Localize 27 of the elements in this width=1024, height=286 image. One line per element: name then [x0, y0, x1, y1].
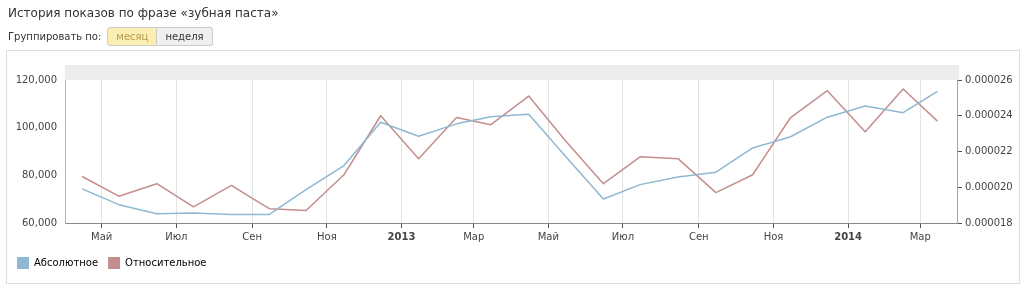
text: Группировать по: [8, 31, 102, 42]
x-tick-label: Мар [463, 230, 485, 242]
x-tick-label: Ноя [763, 230, 784, 242]
x-tick-label: 2013 [387, 230, 416, 242]
y2-tick-label: 0.000018 [965, 216, 1013, 228]
legend-label: Относительное [125, 256, 207, 268]
x-tick-label: Май [91, 230, 113, 242]
legend-label: Абсолютное [34, 256, 99, 268]
y2-tick-label: 0.000026 [965, 73, 1013, 85]
x-tick-label: 2014 [834, 230, 863, 242]
chart-title: История показов по фразе «зубная паста» [8, 6, 279, 20]
y2-tick-label: 0.000020 [965, 180, 1013, 192]
x-tick-label: Мар [909, 230, 931, 242]
x-tick-label: Ноя [317, 230, 337, 242]
y2-tick-label: 0.000022 [965, 145, 1013, 157]
x-tick-label: Июл [611, 230, 635, 242]
y2-tick-label: 0.000024 [965, 109, 1013, 121]
text: неделя [157, 27, 213, 46]
x-tick-label: Июл [165, 230, 188, 242]
x-tick-label: Сен [688, 230, 709, 242]
y-tick-label: 120,000 [15, 73, 57, 85]
y-tick-label: 80,000 [22, 168, 57, 180]
x-tick-label: Сен [242, 230, 263, 242]
text: месяц [107, 27, 158, 46]
y-tick-label: 100,000 [15, 121, 57, 133]
y-tick-label: 60,000 [22, 216, 57, 228]
x-tick-label: Май [537, 230, 559, 242]
